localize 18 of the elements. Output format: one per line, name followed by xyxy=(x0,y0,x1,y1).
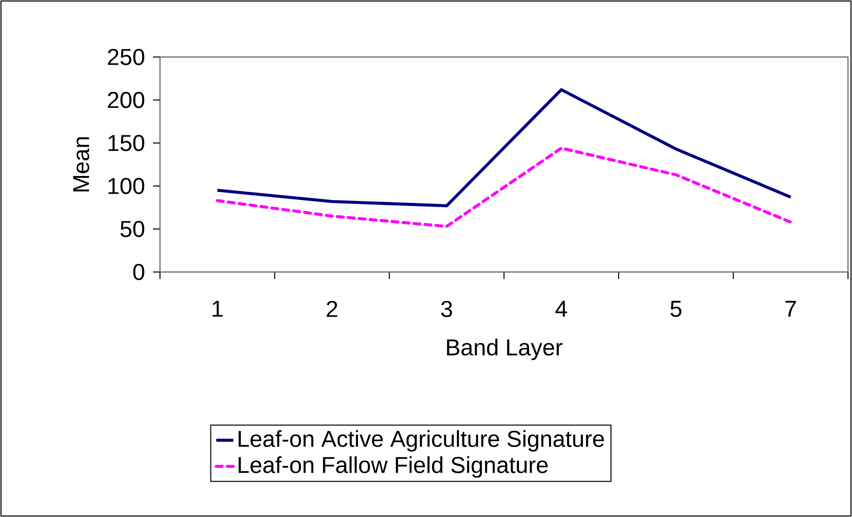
y-tick-label: 50 xyxy=(120,220,144,238)
y-tick-label: 0 xyxy=(133,264,144,280)
line-series xyxy=(216,88,792,208)
legend-label: Leaf-on Active Agriculture Signature xyxy=(238,430,604,452)
x-tick-label: 2 xyxy=(326,300,338,317)
y-tick-label: 150 xyxy=(108,134,144,152)
line-series xyxy=(216,146,792,228)
x-tick-label: 4 xyxy=(555,300,568,317)
y-axis-title: Mean xyxy=(73,137,90,192)
x-axis-title: Band Layer xyxy=(447,338,562,360)
x-tick-label: 5 xyxy=(670,300,682,317)
x-tick-label: 3 xyxy=(441,300,452,318)
x-tick-label: 7 xyxy=(785,300,796,317)
y-tick-label: 200 xyxy=(108,92,144,108)
legend-label: Leaf-on Fallow Field Signature xyxy=(238,456,548,478)
y-tick-label: 100 xyxy=(108,178,144,194)
y-tick-label: 250 xyxy=(108,48,144,66)
x-tick-label: 1 xyxy=(212,300,223,317)
